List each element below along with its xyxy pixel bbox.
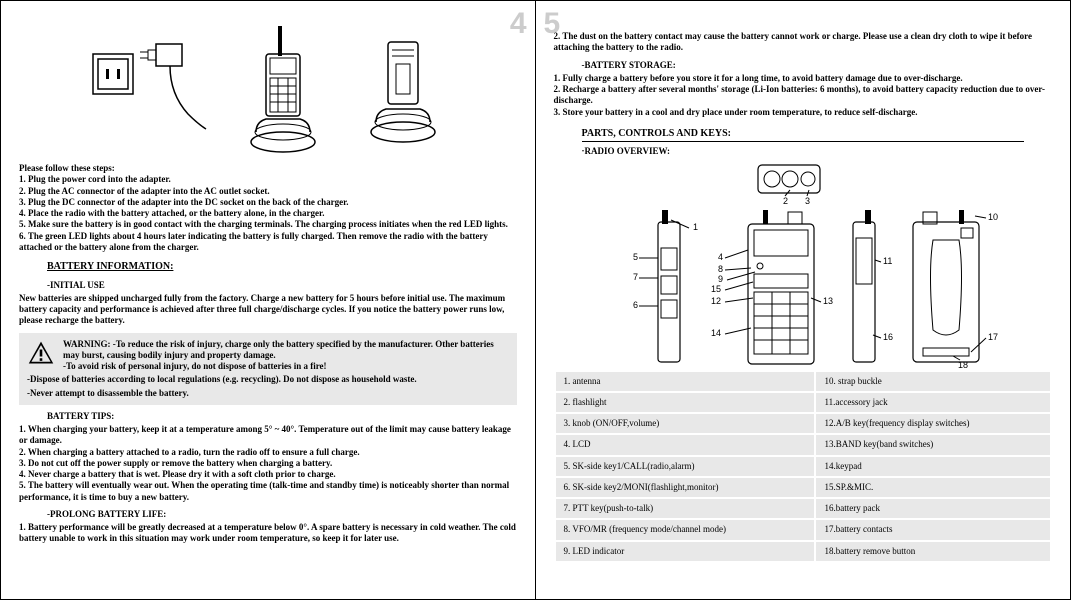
cell: 18.battery remove button bbox=[816, 542, 1050, 561]
cell: 16.battery pack bbox=[816, 499, 1050, 518]
svg-text:17: 17 bbox=[988, 332, 998, 342]
cell: 2. flashlight bbox=[556, 393, 815, 412]
warning-line-2: -To avoid risk of personal injury, do no… bbox=[63, 361, 509, 372]
cell: 17.battery contacts bbox=[816, 520, 1050, 539]
step-6: 6. The green LED lights about 4 hours la… bbox=[19, 231, 517, 254]
battery-cradle-icon bbox=[358, 34, 448, 144]
prolong-text: 1. Battery performance will be greatly d… bbox=[19, 522, 517, 545]
parts-heading: PARTS, CONTROLS AND KEYS: bbox=[582, 128, 1025, 143]
cell: 1. antenna bbox=[556, 372, 815, 391]
svg-text:11: 11 bbox=[883, 256, 892, 266]
cell: 8. VFO/MR (frequency mode/channel mode) bbox=[556, 520, 815, 539]
parts-table: 1. antenna10. strap buckle 2. flashlight… bbox=[554, 370, 1053, 563]
svg-text:4: 4 bbox=[718, 252, 723, 262]
svg-text:16: 16 bbox=[883, 332, 893, 342]
cell: 11.accessory jack bbox=[816, 393, 1050, 412]
warning-line-3: -Dispose of batteries according to local… bbox=[27, 374, 509, 385]
steps-intro: Please follow these steps: bbox=[19, 163, 517, 174]
svg-text:6: 6 bbox=[633, 300, 638, 310]
cell: 7. PTT key(push-to-talk) bbox=[556, 499, 815, 518]
table-row: 1. antenna10. strap buckle bbox=[556, 372, 1051, 391]
page-4: 4 bbox=[1, 1, 536, 599]
storage-2: 2. Recharge a battery after several mont… bbox=[554, 84, 1053, 107]
svg-text:15: 15 bbox=[711, 284, 721, 294]
cell: 9. LED indicator bbox=[556, 542, 815, 561]
radio-overview-diagram: 2 3 5 7 6 1 bbox=[554, 160, 1053, 370]
cell: 14.keypad bbox=[816, 457, 1050, 476]
svg-text:10: 10 bbox=[988, 212, 998, 222]
tip-3: 3. Do not cut off the power supply or re… bbox=[19, 458, 517, 469]
warning-line-1: WARNING: -To reduce the risk of injury, … bbox=[63, 339, 509, 362]
svg-text:13: 13 bbox=[823, 296, 833, 306]
battery-info-heading: BATTERY INFORMATION: bbox=[47, 261, 517, 274]
radio-cradle-icon bbox=[238, 24, 328, 154]
initial-use-text: New batteries are shipped uncharged full… bbox=[19, 293, 517, 327]
step-5: 5. Make sure the battery is in good cont… bbox=[19, 219, 517, 230]
svg-text:2: 2 bbox=[783, 196, 788, 206]
page-5: 5 2. The dust on the battery contact may… bbox=[536, 1, 1071, 599]
table-row: 5. SK-side key1/CALL(radio,alarm)14.keyp… bbox=[556, 457, 1051, 476]
cell: 6. SK-side key2/MONI(flashlight,monitor) bbox=[556, 478, 815, 497]
step-2: 2. Plug the AC connector of the adapter … bbox=[19, 186, 517, 197]
prolong-heading: -PROLONG BATTERY LIFE: bbox=[47, 509, 517, 520]
cell: 12.A/B key(frequency display switches) bbox=[816, 414, 1050, 433]
table-row: 7. PTT key(push-to-talk)16.battery pack bbox=[556, 499, 1051, 518]
page-number-4: 4 bbox=[510, 5, 527, 43]
warning-box: WARNING: -To reduce the risk of injury, … bbox=[19, 333, 517, 405]
tip-5: 5. The battery will eventually wear out.… bbox=[19, 480, 517, 503]
warning-line-4: -Never attempt to disassemble the batter… bbox=[27, 388, 509, 399]
dust-text: 2. The dust on the battery contact may c… bbox=[554, 31, 1053, 54]
svg-text:14: 14 bbox=[711, 328, 721, 338]
table-row: 4. LCD13.BAND key(band switches) bbox=[556, 435, 1051, 454]
warning-icon bbox=[27, 339, 55, 370]
charging-illustration bbox=[19, 19, 517, 159]
table-row: 6. SK-side key2/MONI(flashlight,monitor)… bbox=[556, 478, 1051, 497]
table-row: 8. VFO/MR (frequency mode/channel mode)1… bbox=[556, 520, 1051, 539]
svg-text:18: 18 bbox=[958, 360, 968, 370]
step-4: 4. Place the radio with the battery atta… bbox=[19, 208, 517, 219]
storage-heading: -BATTERY STORAGE: bbox=[582, 60, 1053, 71]
svg-text:5: 5 bbox=[633, 252, 638, 262]
tip-2: 2. When charging a battery attached to a… bbox=[19, 447, 517, 458]
outlet-adapter-icon bbox=[88, 34, 208, 144]
svg-text:12: 12 bbox=[711, 296, 721, 306]
tip-1: 1. When charging your battery, keep it a… bbox=[19, 424, 517, 447]
step-1: 1. Plug the power cord into the adapter. bbox=[19, 174, 517, 185]
tip-4: 4. Never charge a battery that is wet. P… bbox=[19, 469, 517, 480]
svg-text:8: 8 bbox=[718, 264, 723, 274]
svg-text:3: 3 bbox=[805, 196, 810, 206]
storage-1: 1. Fully charge a battery before you sto… bbox=[554, 73, 1053, 84]
cell: 15.SP.&MIC. bbox=[816, 478, 1050, 497]
svg-text:9: 9 bbox=[718, 274, 723, 284]
table-row: 3. knob (ON/OFF,volume)12.A/B key(freque… bbox=[556, 414, 1051, 433]
initial-use-heading: -INITIAL USE bbox=[47, 280, 517, 291]
cell: 4. LCD bbox=[556, 435, 815, 454]
svg-text:1: 1 bbox=[693, 222, 698, 232]
overview-heading: ·RADIO OVERVIEW: bbox=[582, 146, 1053, 157]
storage-3: 3. Store your battery in a cool and dry … bbox=[554, 107, 1053, 118]
cell: 5. SK-side key1/CALL(radio,alarm) bbox=[556, 457, 815, 476]
battery-tips-heading: BATTERY TIPS: bbox=[47, 411, 517, 422]
cell: 13.BAND key(band switches) bbox=[816, 435, 1050, 454]
table-row: 9. LED indicator18.battery remove button bbox=[556, 542, 1051, 561]
cell: 3. knob (ON/OFF,volume) bbox=[556, 414, 815, 433]
cell: 10. strap buckle bbox=[816, 372, 1050, 391]
page-number-5: 5 bbox=[544, 5, 561, 43]
svg-text:7: 7 bbox=[633, 272, 638, 282]
step-3: 3. Plug the DC connector of the adapter … bbox=[19, 197, 517, 208]
table-row: 2. flashlight11.accessory jack bbox=[556, 393, 1051, 412]
